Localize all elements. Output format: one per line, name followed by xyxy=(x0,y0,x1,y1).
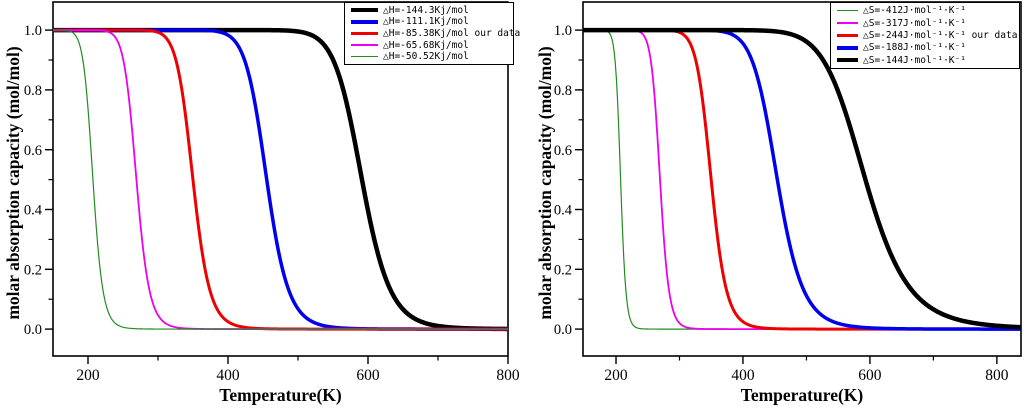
y-tick-label: 0.6 xyxy=(24,143,42,159)
legend-line-sample xyxy=(351,56,378,58)
curve-series-3 xyxy=(583,28,1021,331)
y-tick-label: 1.0 xyxy=(24,23,42,39)
legend-entry: △S=-412J·mol⁻¹·K⁻¹ xyxy=(837,5,1017,16)
y-tick-label: 0.0 xyxy=(554,322,572,338)
legend-label: △H=-50.52Kj/mol xyxy=(383,51,469,63)
curve-series-1 xyxy=(53,28,508,331)
legend-label: △H=-65.68Kj/mol xyxy=(383,39,469,51)
legend-label: △H=-144.3Kj/mol xyxy=(383,4,469,16)
curve-series-0 xyxy=(53,27,508,332)
x-tick-label: 200 xyxy=(76,367,100,384)
legend-entry: △H=-85.38Kj/mol our data xyxy=(351,28,520,39)
y-tick-label: 0.6 xyxy=(554,143,572,159)
y-tick-label: 1.0 xyxy=(554,23,572,39)
legend-label: △S=-188J·mol⁻¹·K⁻¹ xyxy=(863,42,966,54)
legend-label: △S=-412J·mol⁻¹·K⁻¹ xyxy=(863,5,966,17)
x-tick-label: 600 xyxy=(356,367,380,384)
legend-line-sample xyxy=(351,44,378,47)
legend-line-sample xyxy=(837,22,858,25)
x-axis-title-right: Temperature(K) xyxy=(740,385,864,405)
y-tick-label: 0.4 xyxy=(554,203,573,219)
legend-line-sample xyxy=(837,10,858,12)
y-tick-label: 0.0 xyxy=(24,322,42,338)
legend-line-sample xyxy=(351,31,378,35)
legend-line-sample xyxy=(351,20,378,24)
curve-series-4 xyxy=(583,27,1021,330)
legend-entry: △H=-111.1Kj/mol xyxy=(351,16,511,27)
x-tick-label: 200 xyxy=(604,367,628,384)
legend-line-sample xyxy=(837,33,858,37)
x-tick-label: 800 xyxy=(985,367,1009,384)
x-tick-label: 400 xyxy=(216,367,240,384)
legend-line-sample xyxy=(351,7,378,13)
legend-entry: △H=-65.68Kj/mol xyxy=(351,40,511,51)
legend-entry: △S=-144J·mol⁻¹·K⁻¹ xyxy=(837,55,1017,66)
legend-label: △H=-111.1Kj/mol xyxy=(383,16,469,28)
y-tick-label: 0.8 xyxy=(24,83,42,99)
legend-label: △S=-244J·mol⁻¹·K⁻¹ our data xyxy=(863,29,1018,41)
legend-entry: △S=-188J·mol⁻¹·K⁻¹ xyxy=(837,42,1017,53)
legend-entry: △S=-244J·mol⁻¹·K⁻¹ our data xyxy=(837,30,1017,41)
entropy-chart-panel: 200 400 600 800 0.0 0.2 0.4 0.6 0.8 1.0 xyxy=(554,1,1022,384)
legend-label: △S=-144J·mol⁻¹·K⁻¹ xyxy=(863,54,966,66)
legend-entry: △S=-317J·mol⁻¹·K⁻¹ xyxy=(837,18,1017,29)
legend-entropy: △S=-412J·mol⁻¹·K⁻¹ △S=-317J·mol⁻¹·K⁻¹ △S… xyxy=(830,2,1020,69)
legend-entry: △H=-144.3Kj/mol xyxy=(351,5,511,16)
x-tick-label: 400 xyxy=(731,367,755,384)
x-tick-label: 600 xyxy=(858,367,882,384)
legend-line-sample xyxy=(837,57,858,63)
legend-entry: △H=-50.52Kj/mol xyxy=(351,51,511,62)
y-axis-title-right: molar absorption capacity (mol/mol) xyxy=(535,46,555,320)
x-axis-title-left: Temperature(K) xyxy=(219,385,342,405)
curve-series-2 xyxy=(53,28,508,331)
legend-label: △H=-85.38Kj/mol our data xyxy=(383,27,521,39)
y-tick-label: 0.4 xyxy=(24,203,43,219)
legend-enthalpy: △H=-144.3Kj/mol △H=-111.1Kj/mol △H=-85.3… xyxy=(344,2,520,65)
curve-series-3 xyxy=(53,29,508,330)
enthalpy-chart-panel: 200 400 600 800 0.0 0.2 0.4 0.6 0.8 1.0 xyxy=(24,1,520,384)
y-axis-title-left: molar absorption capacity (mol/mol) xyxy=(3,46,23,320)
y-tick-label: 0.2 xyxy=(24,262,42,278)
legend-line-sample xyxy=(837,46,858,50)
legend-label: △S=-317J·mol⁻¹·K⁻¹ xyxy=(863,17,966,29)
y-tick-label: 0.8 xyxy=(554,83,572,99)
curve-series-4 xyxy=(53,29,508,330)
x-tick-label: 800 xyxy=(496,367,520,384)
y-tick-label: 0.2 xyxy=(554,262,572,278)
